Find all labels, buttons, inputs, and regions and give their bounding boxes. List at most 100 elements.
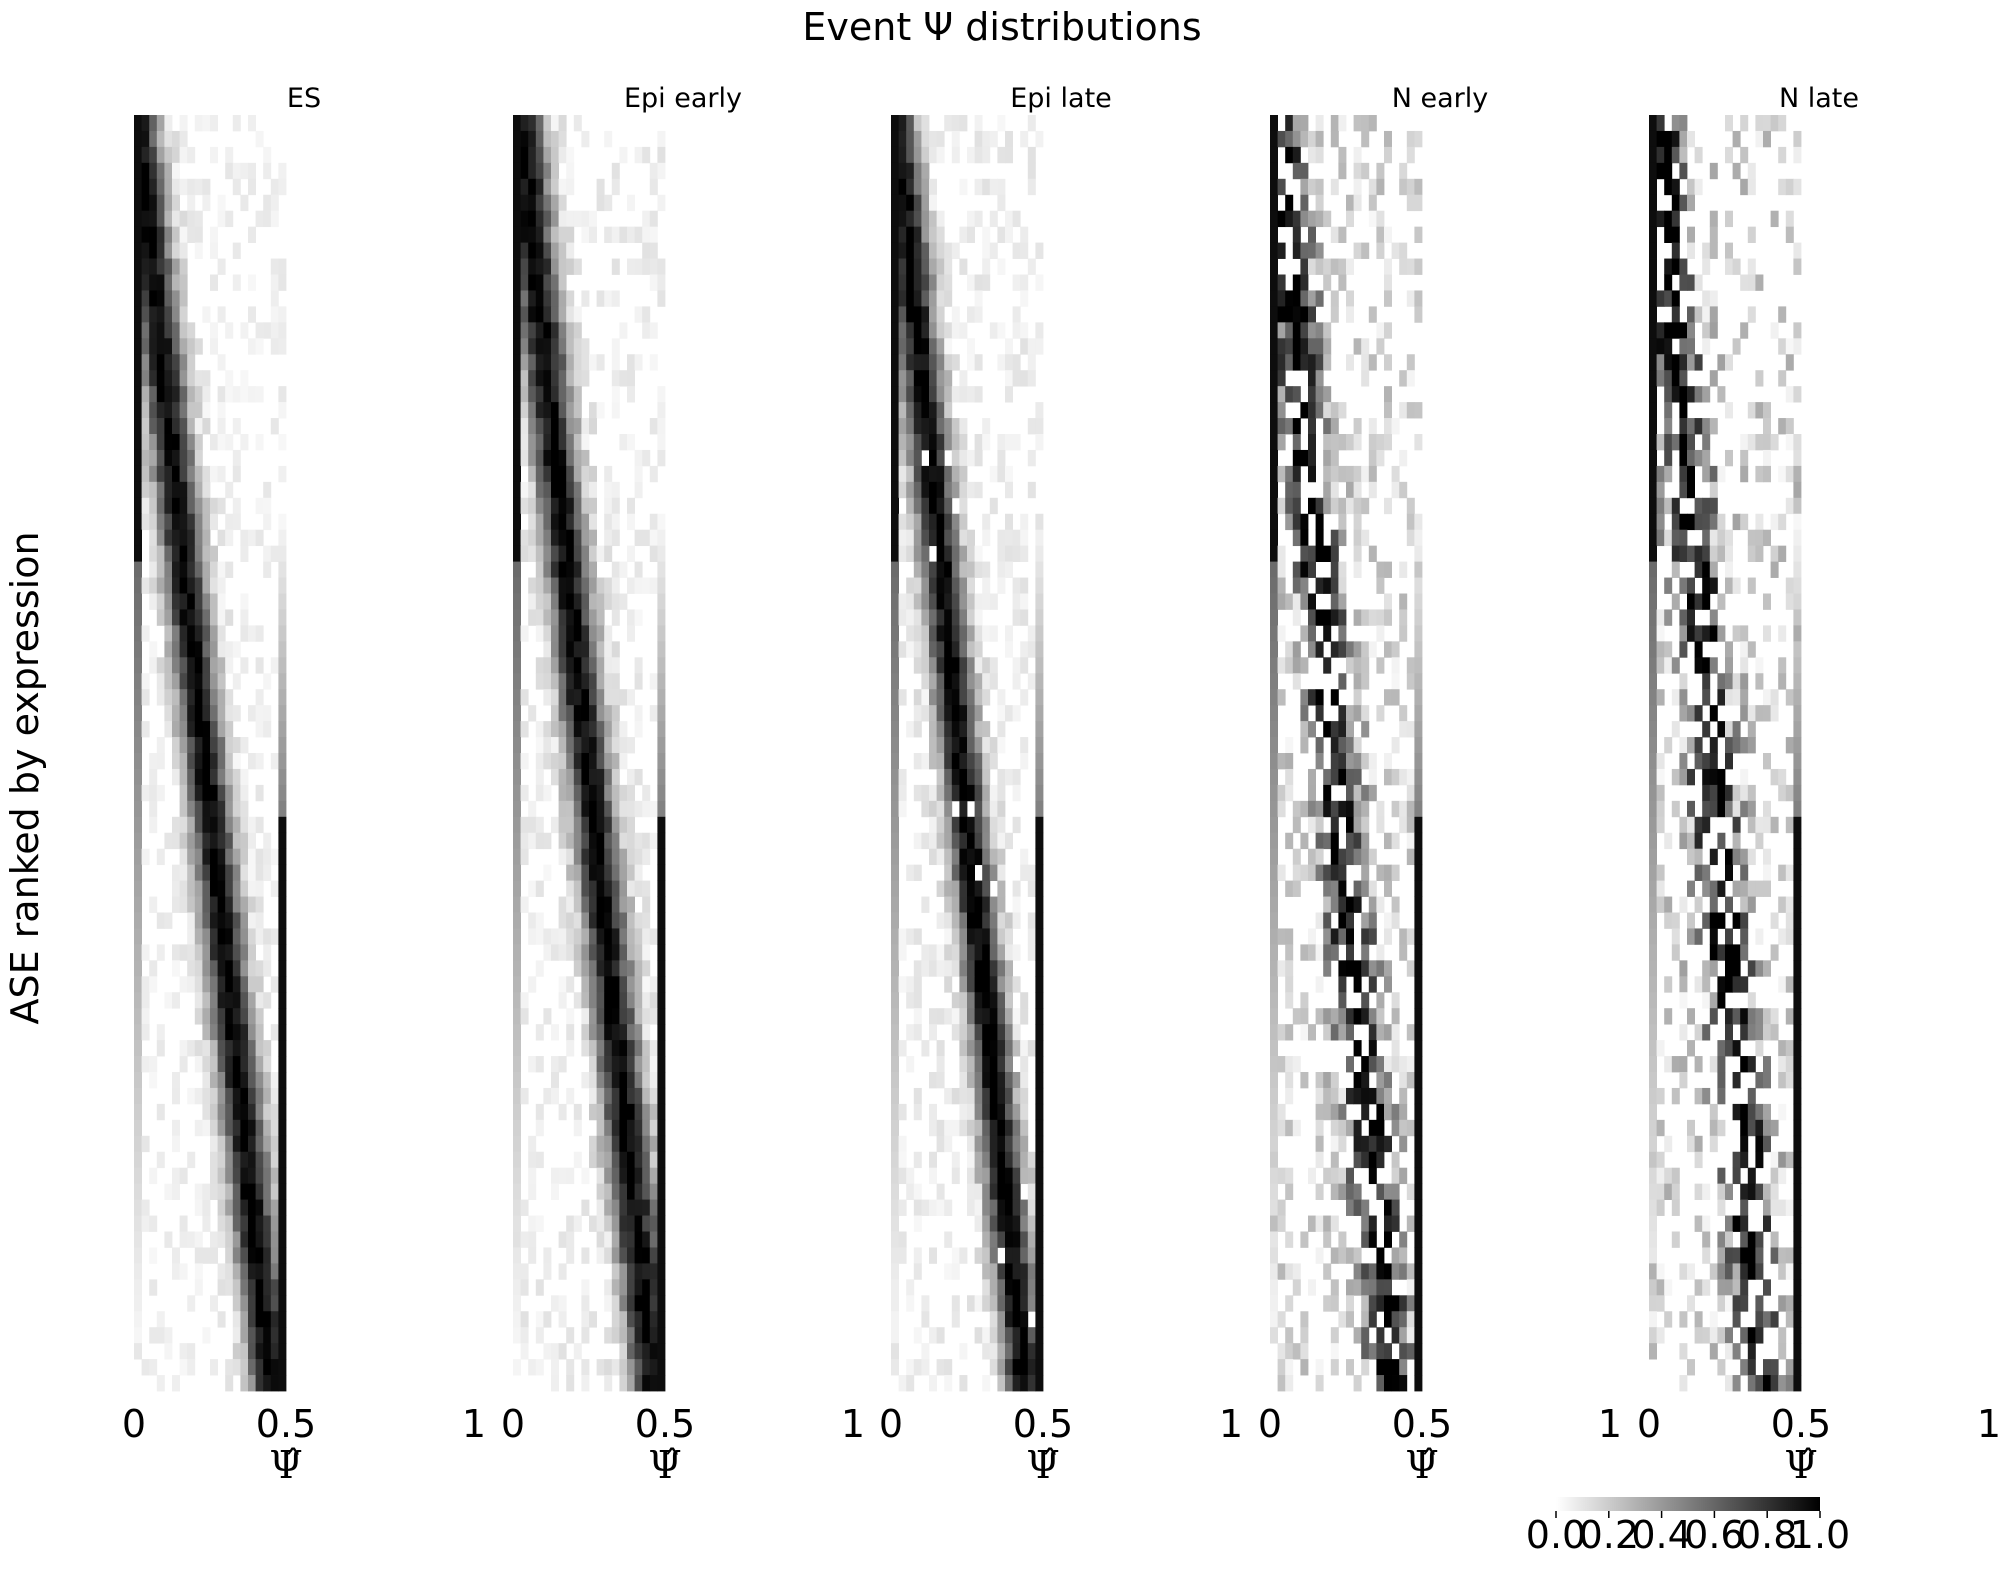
heat-cell — [944, 290, 952, 306]
heat-cell — [528, 450, 536, 466]
heat-cell — [635, 1168, 643, 1184]
heat-cell — [149, 275, 157, 291]
heat-cell — [967, 594, 975, 610]
panel-title: Epi early — [624, 83, 742, 114]
heat-cell — [1748, 546, 1756, 562]
heat-cell — [1323, 211, 1331, 227]
heat-cell — [1308, 243, 1316, 259]
heat-cell — [990, 211, 998, 227]
heat-cell — [263, 1343, 271, 1359]
heat-cell — [657, 657, 665, 673]
heat-cell — [1695, 418, 1703, 434]
heat-cell — [1748, 1104, 1756, 1120]
heat-cell — [914, 418, 922, 434]
heat-cell — [1338, 1104, 1346, 1120]
heat-cell — [172, 211, 180, 227]
heat-cell — [914, 689, 922, 705]
heat-cell — [1285, 498, 1293, 514]
heat-cell — [1376, 434, 1384, 450]
heat-cell — [1695, 833, 1703, 849]
heat-cell — [1285, 211, 1293, 227]
heat-cell — [597, 1008, 605, 1024]
heat-cell — [559, 1343, 567, 1359]
heat-cell — [604, 530, 612, 546]
heat-cell — [990, 785, 998, 801]
heat-cell — [952, 1088, 960, 1104]
heat-cell — [982, 418, 990, 434]
heat-cell — [574, 689, 582, 705]
heat-cell — [543, 211, 551, 227]
heat-cell — [233, 1072, 241, 1088]
heat-cell — [921, 498, 929, 514]
heat-cell — [891, 673, 899, 689]
heat-cell — [218, 992, 226, 1008]
heat-cell — [513, 131, 521, 147]
heat-cell — [218, 641, 226, 657]
heat-cell — [180, 609, 188, 625]
heat-cell — [1035, 546, 1043, 562]
heat-cell — [1392, 657, 1400, 673]
heat-cell — [202, 546, 210, 562]
heat-cell — [952, 769, 960, 785]
heat-cell — [240, 1216, 248, 1232]
heat-cell — [157, 211, 165, 227]
heat-cell — [536, 1024, 544, 1040]
heat-cell — [1020, 1247, 1028, 1263]
heat-cell — [1369, 1311, 1377, 1327]
heat-cell — [157, 689, 165, 705]
heat-cell — [657, 1232, 665, 1248]
heat-cell — [1710, 466, 1718, 482]
heat-cell — [1346, 1200, 1354, 1216]
heat-cell — [149, 562, 157, 578]
heat-cell — [134, 227, 142, 243]
heat-cell — [1664, 466, 1672, 482]
heat-cell — [164, 578, 172, 594]
heat-cell — [142, 1136, 150, 1152]
heat-cell — [1323, 1072, 1331, 1088]
heat-cell — [513, 370, 521, 386]
heat-cell — [1725, 1024, 1733, 1040]
heat-cell — [1028, 625, 1036, 641]
heat-cell — [551, 928, 559, 944]
heat-cell — [248, 1040, 256, 1056]
heat-cell — [1300, 992, 1308, 1008]
heat-cell — [248, 1343, 256, 1359]
heat-cell — [1771, 1247, 1779, 1263]
heat-cell — [551, 227, 559, 243]
heat-cell — [1338, 625, 1346, 641]
heat-cell — [597, 737, 605, 753]
heat-cell — [1702, 259, 1710, 275]
heat-cell — [1763, 594, 1771, 610]
heat-cell — [604, 753, 612, 769]
heat-cell — [187, 849, 195, 865]
heat-cell — [1657, 370, 1665, 386]
heat-cell — [982, 179, 990, 195]
heat-cell — [1763, 1184, 1771, 1200]
heat-cell — [952, 562, 960, 578]
heat-cell — [1725, 753, 1733, 769]
heat-cell — [187, 498, 195, 514]
heat-cell — [944, 1120, 952, 1136]
heat-cell — [650, 1263, 658, 1279]
heat-cell — [1710, 609, 1718, 625]
heat-cell — [225, 1263, 233, 1279]
heat-cell — [952, 386, 960, 402]
heat-cell — [1338, 1120, 1346, 1136]
heat-cell — [899, 1104, 907, 1120]
heat-cell — [642, 530, 650, 546]
heat-cell — [218, 1072, 226, 1088]
heat-cell — [1300, 1327, 1308, 1343]
heat-cell — [1354, 1200, 1362, 1216]
heat-cell — [657, 434, 665, 450]
heat-cell — [1376, 992, 1384, 1008]
heat-cell — [1293, 227, 1301, 243]
heat-cell — [536, 817, 544, 833]
heat-cell — [1695, 657, 1703, 673]
heat-cell — [1028, 913, 1036, 929]
heat-cell — [657, 1120, 665, 1136]
heat-cell — [1672, 913, 1680, 929]
heat-cell — [202, 705, 210, 721]
heat-cell — [891, 1184, 899, 1200]
heat-cell — [1763, 705, 1771, 721]
heat-cell — [1793, 928, 1801, 944]
